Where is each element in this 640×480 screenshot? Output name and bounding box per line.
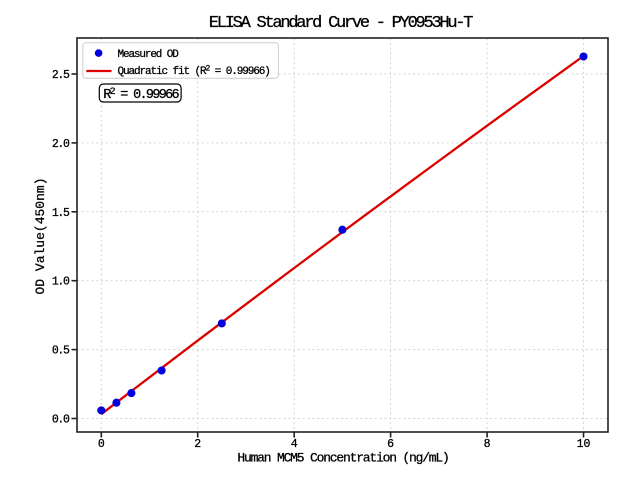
svg-text:ELISA Standard Curve - PY0953H: ELISA Standard Curve - PY0953Hu-T xyxy=(209,14,473,33)
svg-text:0.0: 0.0 xyxy=(52,414,70,427)
svg-text:1.5: 1.5 xyxy=(52,207,70,220)
svg-text:10: 10 xyxy=(577,438,591,451)
svg-text:Human MCM5 Concentration (ng/m: Human MCM5 Concentration (ng/mL) xyxy=(237,451,448,466)
svg-text:0.5: 0.5 xyxy=(52,345,70,358)
svg-text:R2 = 0.99966: R2 = 0.99966 xyxy=(103,87,179,103)
svg-text:0: 0 xyxy=(98,438,105,451)
svg-text:1.0: 1.0 xyxy=(52,276,70,289)
svg-text:2.0: 2.0 xyxy=(52,138,70,151)
svg-text:Quadratic fit (R2 = 0.99966): Quadratic fit (R2 = 0.99966) xyxy=(118,64,270,78)
svg-text:Measured OD: Measured OD xyxy=(118,49,180,61)
svg-text:4: 4 xyxy=(291,438,298,451)
svg-text:2.5: 2.5 xyxy=(52,69,70,82)
svg-text:8: 8 xyxy=(484,438,491,451)
svg-text:6: 6 xyxy=(387,438,394,451)
svg-text:2: 2 xyxy=(194,438,201,451)
svg-text:OD Value(450nm): OD Value(450nm) xyxy=(33,177,48,294)
